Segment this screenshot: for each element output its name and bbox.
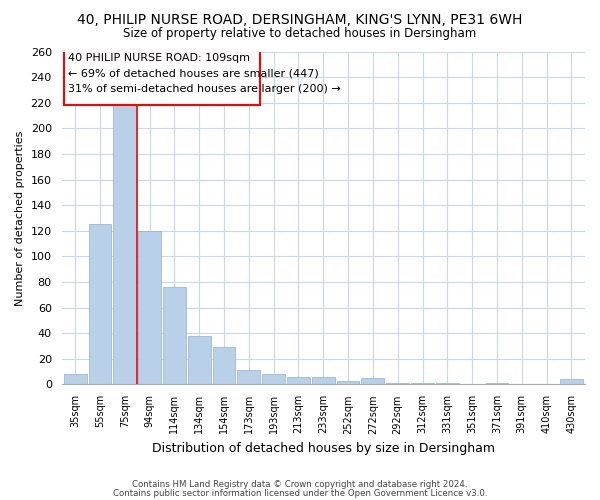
Bar — [386, 383, 409, 384]
Bar — [411, 383, 434, 384]
Text: Size of property relative to detached houses in Dersingham: Size of property relative to detached ho… — [124, 28, 476, 40]
Bar — [361, 378, 384, 384]
Bar — [64, 52, 260, 106]
Y-axis label: Number of detached properties: Number of detached properties — [15, 130, 25, 306]
Bar — [312, 377, 335, 384]
Bar — [560, 380, 583, 384]
Text: ← 69% of detached houses are smaller (447): ← 69% of detached houses are smaller (44… — [68, 68, 319, 78]
Bar — [89, 224, 112, 384]
Bar — [436, 383, 459, 384]
Bar — [238, 370, 260, 384]
Bar — [287, 377, 310, 384]
Text: 31% of semi-detached houses are larger (200) →: 31% of semi-detached houses are larger (… — [68, 84, 340, 94]
Bar — [138, 231, 161, 384]
Text: Contains public sector information licensed under the Open Government Licence v3: Contains public sector information licen… — [113, 490, 487, 498]
Text: Contains HM Land Registry data © Crown copyright and database right 2024.: Contains HM Land Registry data © Crown c… — [132, 480, 468, 489]
Bar — [113, 104, 136, 384]
Bar — [485, 383, 508, 384]
Bar — [163, 287, 186, 384]
Bar — [337, 380, 359, 384]
Bar — [188, 336, 211, 384]
X-axis label: Distribution of detached houses by size in Dersingham: Distribution of detached houses by size … — [152, 442, 495, 455]
Bar — [262, 374, 285, 384]
Bar — [64, 374, 86, 384]
Text: 40, PHILIP NURSE ROAD, DERSINGHAM, KING'S LYNN, PE31 6WH: 40, PHILIP NURSE ROAD, DERSINGHAM, KING'… — [77, 12, 523, 26]
Text: 40 PHILIP NURSE ROAD: 109sqm: 40 PHILIP NURSE ROAD: 109sqm — [68, 53, 250, 63]
Bar — [212, 348, 235, 385]
